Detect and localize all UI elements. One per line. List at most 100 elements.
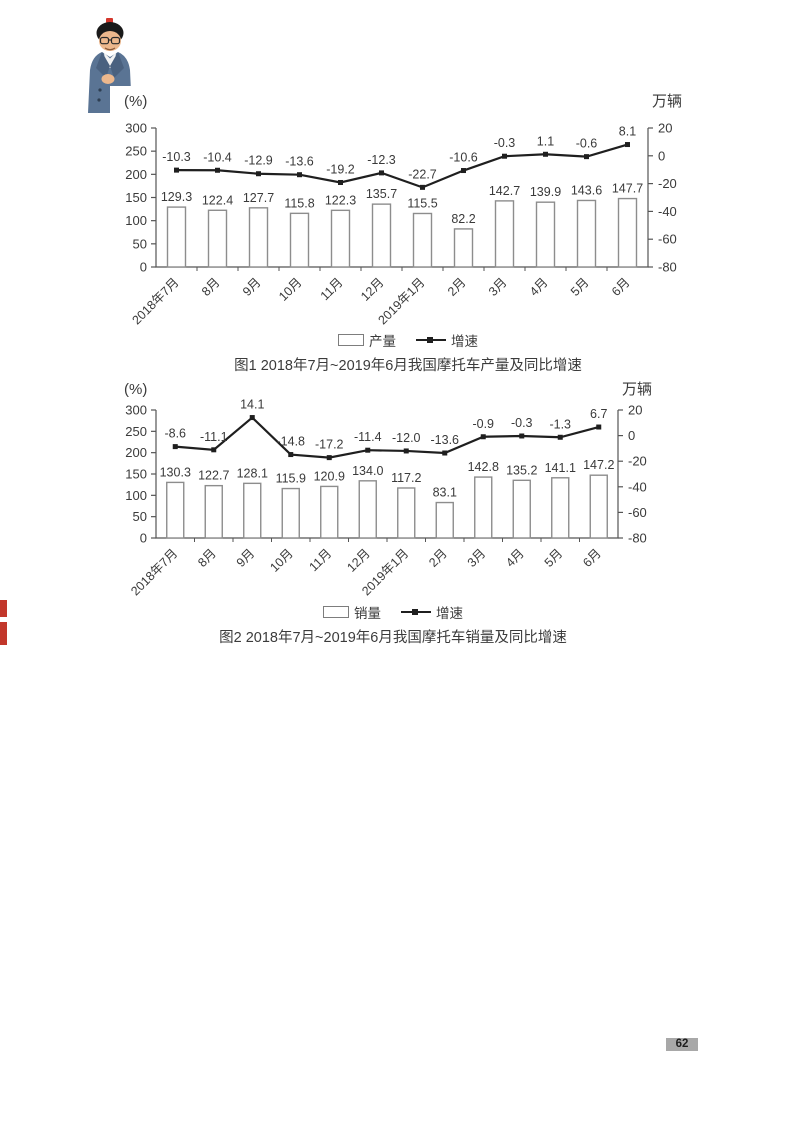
svg-text:135.7: 135.7 <box>366 187 397 201</box>
chart1-legend-line-item: 增速 <box>416 330 478 350</box>
svg-text:122.7: 122.7 <box>198 469 229 483</box>
svg-text:2月: 2月 <box>426 546 450 570</box>
line-series: -8.6 -11.1 14.1 -14.8 -17.2 -11.4 -12.0 -13.6 -0… <box>164 398 607 461</box>
svg-text:127.7: 127.7 <box>243 191 274 205</box>
svg-text:122.4: 122.4 <box>202 193 233 207</box>
svg-text:12月: 12月 <box>344 546 373 575</box>
svg-text:115.9: 115.9 <box>276 472 306 486</box>
svg-text:2月: 2月 <box>445 275 469 299</box>
hand <box>101 74 115 84</box>
svg-text:300: 300 <box>125 121 147 136</box>
chart2-legend-line-item: 增速 <box>401 602 463 622</box>
svg-text:142.7: 142.7 <box>489 184 520 198</box>
svg-text:20: 20 <box>628 403 642 418</box>
svg-text:1.1: 1.1 <box>537 134 554 148</box>
svg-text:200: 200 <box>125 167 147 182</box>
svg-text:-10.4: -10.4 <box>203 150 232 164</box>
svg-text:83.1: 83.1 <box>433 486 457 500</box>
svg-text:-11.1: -11.1 <box>200 430 228 444</box>
svg-text:-60: -60 <box>658 232 677 247</box>
svg-text:250: 250 <box>125 144 147 159</box>
svg-text:-0.3: -0.3 <box>494 136 516 150</box>
svg-text:20: 20 <box>658 121 672 136</box>
svg-text:5月: 5月 <box>568 275 592 299</box>
svg-text:0: 0 <box>658 148 665 163</box>
svg-text:万辆: 万辆 <box>622 381 652 398</box>
svg-text:11月: 11月 <box>318 275 346 303</box>
svg-text:2018年7月: 2018年7月 <box>128 546 180 598</box>
svg-text:-19.2: -19.2 <box>326 162 355 176</box>
svg-text:-40: -40 <box>628 479 647 494</box>
svg-text:6月: 6月 <box>609 275 633 299</box>
svg-text:-0.9: -0.9 <box>472 417 494 431</box>
bar-series: 130.3 122.7 128.1 115.9 120.9 134.0 117.2 83.1 1… <box>160 458 614 539</box>
svg-text:-11.4: -11.4 <box>354 430 382 444</box>
svg-text:0: 0 <box>140 531 147 546</box>
chart1-legend-bar-item: 产量 <box>338 330 396 350</box>
svg-text:-20: -20 <box>658 176 677 191</box>
svg-text:100: 100 <box>125 488 147 503</box>
svg-text:200: 200 <box>125 445 147 460</box>
svg-text:50: 50 <box>133 236 147 251</box>
svg-text:-10.6: -10.6 <box>449 151 478 165</box>
svg-text:-0.6: -0.6 <box>576 137 598 151</box>
svg-text:142.8: 142.8 <box>468 460 499 474</box>
svg-text:122.3: 122.3 <box>325 193 356 207</box>
svg-text:-17.2: -17.2 <box>315 438 344 452</box>
chart1-caption: 图1 2018年7月~2019年6月我国摩托车产量及同比增速 <box>234 358 582 374</box>
line-series: -10.3 -10.4 -12.9 -13.6 -19.2 -12.3 -22.7 -10.6… <box>162 125 636 190</box>
line-swatch-icon <box>401 608 431 615</box>
svg-text:5月: 5月 <box>542 546 566 570</box>
svg-text:6.7: 6.7 <box>590 407 607 421</box>
chart1-legend: 产量 增速 <box>110 331 706 349</box>
left-edge-red-mark <box>0 600 7 617</box>
svg-text:50: 50 <box>133 509 147 524</box>
page-number: 62 <box>666 1038 698 1051</box>
svg-text:9月: 9月 <box>234 546 258 570</box>
svg-text:14.1: 14.1 <box>240 398 264 412</box>
red-cap-mark <box>106 18 113 23</box>
svg-text:82.2: 82.2 <box>451 212 475 226</box>
svg-text:250: 250 <box>125 424 147 439</box>
svg-text:-40: -40 <box>658 204 677 219</box>
svg-text:8月: 8月 <box>199 275 223 299</box>
svg-text:-12.0: -12.0 <box>392 431 421 445</box>
svg-text:115.8: 115.8 <box>284 196 314 210</box>
svg-text:-22.7: -22.7 <box>408 167 437 181</box>
svg-text:-20: -20 <box>628 454 647 469</box>
svg-text:万辆: 万辆 <box>652 93 682 110</box>
bar-swatch-icon <box>338 334 364 346</box>
bar-series: 129.3 122.4 127.7 115.8 122.3 135.7 115.5 82.2 1… <box>161 182 643 268</box>
svg-text:11月: 11月 <box>306 546 334 574</box>
chart2-legend-line-label: 增速 <box>436 606 463 621</box>
svg-text:130.3: 130.3 <box>160 465 191 479</box>
svg-text:134.0: 134.0 <box>352 464 383 478</box>
svg-text:12月: 12月 <box>358 275 387 304</box>
svg-text:147.7: 147.7 <box>612 182 643 196</box>
svg-text:8月: 8月 <box>195 546 219 570</box>
svg-text:4月: 4月 <box>527 275 551 299</box>
svg-text:-1.3: -1.3 <box>549 417 571 431</box>
svg-text:-13.6: -13.6 <box>431 433 460 447</box>
chart2-legend-bar-item: 销量 <box>323 602 381 622</box>
svg-text:120.9: 120.9 <box>314 469 345 483</box>
svg-text:-0.3: -0.3 <box>511 416 533 430</box>
svg-text:0: 0 <box>140 260 147 275</box>
button <box>97 98 101 102</box>
chart2-panel: 300 250 200 150 100 50 0 20 0 -20 -40 -60 -80 (%) 万辆 13… <box>110 374 676 646</box>
button <box>98 88 102 92</box>
svg-text:135.2: 135.2 <box>506 463 537 477</box>
svg-text:117.2: 117.2 <box>391 471 421 485</box>
svg-text:2018年7月: 2018年7月 <box>129 275 181 326</box>
chart1-legend-bar-label: 产量 <box>369 334 396 349</box>
svg-text:115.5: 115.5 <box>407 196 437 210</box>
svg-text:4月: 4月 <box>503 546 527 570</box>
svg-text:(%): (%) <box>124 381 147 398</box>
svg-text:-80: -80 <box>628 531 647 546</box>
